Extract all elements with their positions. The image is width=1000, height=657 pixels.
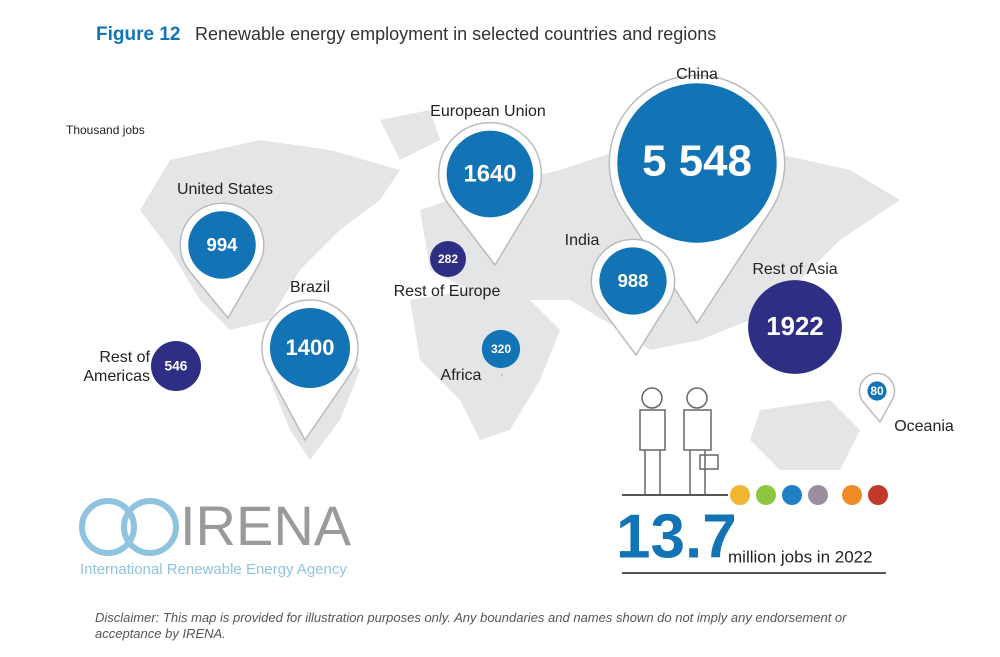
bubble-value: 5 548 [642, 137, 752, 186]
unit-label: Thousand jobs [66, 123, 145, 137]
region-name: European Union [430, 103, 546, 120]
workers-icon [639, 387, 719, 495]
bubble-value: 988 [618, 270, 649, 291]
tech-icons [730, 485, 888, 505]
bubble [446, 130, 534, 218]
bubble-value: 994 [207, 234, 239, 255]
region-name: United States [177, 181, 273, 198]
logo-name: IRENA [180, 494, 352, 557]
region-name: Africa [441, 367, 482, 384]
bubble-value: 282 [438, 252, 458, 266]
disclaimer-box: Disclaimer: This map is provided for ill… [95, 610, 847, 641]
bubble-value: 1400 [286, 335, 335, 360]
bubble [617, 83, 777, 243]
bubble [481, 329, 521, 369]
region-name: Oceania [894, 418, 954, 435]
figure-number: Figure 12 [96, 24, 180, 45]
logo-tagline: International Renewable Energy Agency [80, 561, 347, 578]
bubble [599, 247, 667, 315]
bubble-value: 546 [165, 359, 188, 374]
region-name: Rest of [99, 349, 150, 366]
bubble-value: 80 [870, 384, 884, 398]
region-name: China [676, 66, 718, 83]
bubble-value: 1922 [766, 313, 823, 341]
bubble [867, 381, 887, 401]
bubble [188, 211, 256, 279]
bubble [430, 241, 466, 277]
bubble-value: 1640 [463, 160, 516, 187]
bubble [150, 340, 202, 392]
title: Renewable energy employment in selected … [195, 24, 716, 44]
bubble [269, 307, 351, 389]
region-name: Rest of Europe [394, 283, 501, 300]
total-label: million jobs in 2022 [728, 547, 873, 566]
region-name: Americas [83, 368, 150, 385]
disclaimer: Disclaimer: This map is provided for ill… [95, 610, 847, 641]
bubble-value: 320 [491, 342, 511, 356]
region-name: Rest of Asia [752, 261, 837, 278]
bubble [748, 280, 842, 374]
logo-mark [79, 498, 179, 556]
total-value: 13.7 [616, 502, 737, 571]
region-name: Brazil [290, 279, 330, 296]
region-name: India [565, 232, 600, 249]
